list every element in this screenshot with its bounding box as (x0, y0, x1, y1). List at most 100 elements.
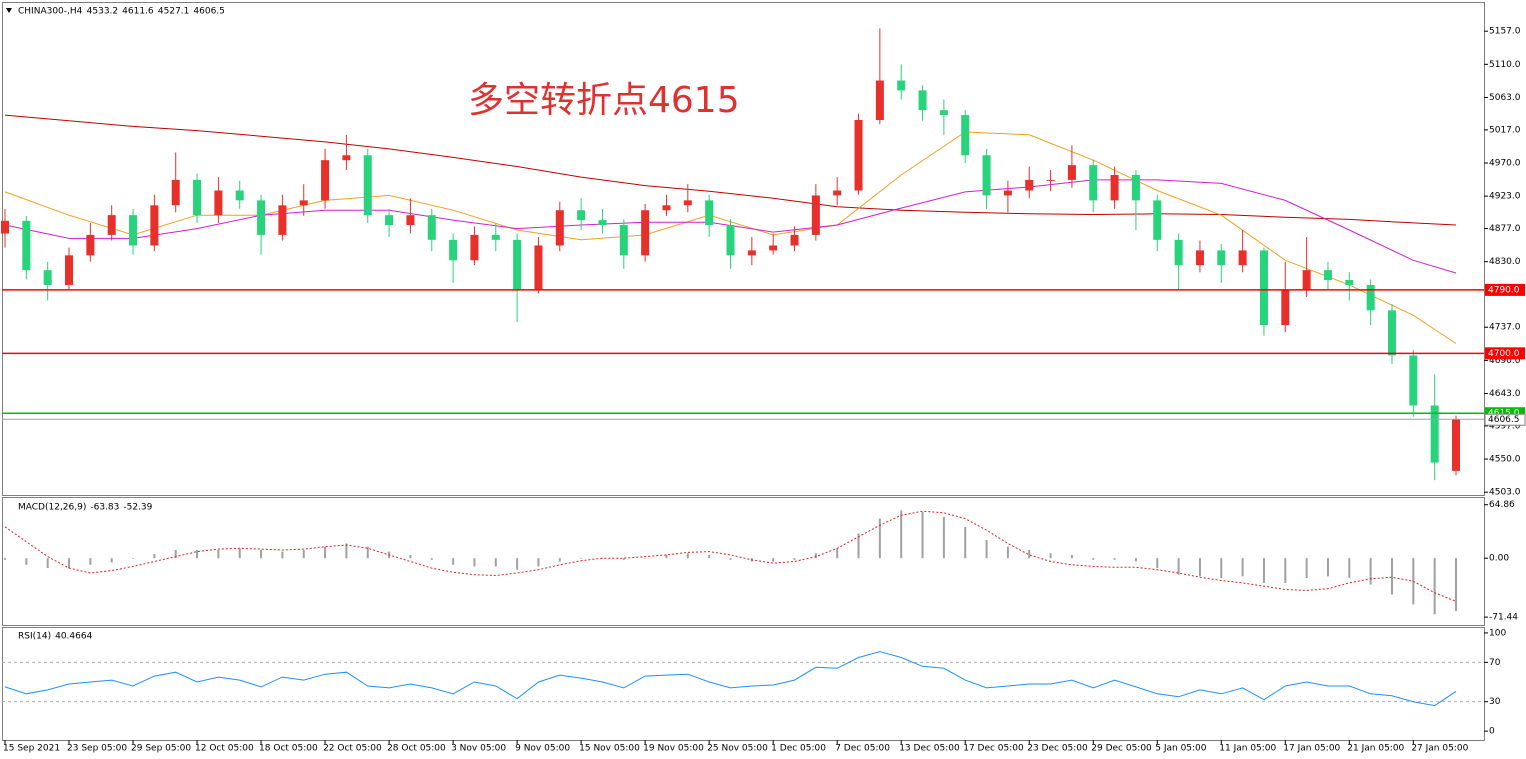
x-tick-label: 15 Sep 2021 (3, 744, 60, 754)
macd-bar (1369, 558, 1372, 585)
macd-bar (217, 549, 220, 559)
y-tick-label: 4503.0 (1489, 488, 1521, 498)
y-tick-label: 30 (1489, 697, 1501, 707)
macd-bar (46, 558, 49, 569)
macd-bar (1433, 558, 1436, 615)
macd-bar (1284, 558, 1287, 583)
candle-body (449, 239, 458, 261)
macd-bar (601, 558, 604, 559)
x-tick-label: 28 Oct 05:00 (387, 744, 446, 754)
macd-bar (729, 558, 732, 560)
y-tick-label: 4690.0 (1489, 356, 1521, 366)
macd-bar (1326, 558, 1329, 577)
x-tick-label: 17 Jan 05:00 (1283, 744, 1340, 754)
y-tick-label: 4970.0 (1489, 159, 1521, 169)
macd-bar (708, 554, 711, 559)
macd-bar (964, 526, 967, 559)
macd-bar (132, 558, 135, 559)
candle-body (1345, 280, 1354, 285)
candle-body (726, 225, 735, 256)
rsi-value: 40.4664 (55, 632, 92, 642)
candle-body (1302, 270, 1311, 290)
macd-bar (1241, 558, 1244, 577)
macd-bar (281, 551, 284, 559)
y-tick-label: 5157.0 (1489, 27, 1521, 37)
macd-bar (857, 533, 860, 559)
x-tick-label: 18 Oct 05:00 (259, 744, 318, 754)
y-tick-label: 4877.0 (1489, 224, 1521, 234)
x-tick-label: 22 Oct 05:00 (323, 744, 382, 754)
rsi-title: RSI(14) (18, 632, 51, 642)
macd-bar (409, 554, 412, 559)
candle-body (1259, 250, 1268, 326)
macd-bar (260, 549, 263, 559)
candle-body (491, 234, 500, 240)
candle-body (598, 220, 607, 226)
candle-body (1153, 200, 1162, 240)
symbol: CHINA300-,H4 (18, 7, 83, 17)
annotation: 多空转折点4615 (468, 80, 740, 121)
candle-body (363, 155, 372, 216)
x-tick-label: 21 Jan 05:00 (1347, 744, 1404, 754)
macd-bar (302, 549, 305, 559)
macd-bar (1262, 558, 1265, 583)
y-tick-label: 4597.0 (1489, 421, 1521, 431)
macd-bar (878, 518, 881, 559)
y-tick-label: 4550.0 (1489, 455, 1521, 465)
candle-body (1131, 174, 1140, 201)
macd-bar (985, 540, 988, 559)
candle-body (171, 179, 180, 206)
macd-bar (366, 546, 369, 559)
candle-body (385, 215, 394, 226)
macd-bar (174, 549, 177, 559)
macd-bar (1220, 558, 1223, 578)
last-price-label: 4606.5 (1488, 415, 1520, 425)
macd-bar (1305, 558, 1308, 578)
macd-bar (516, 558, 519, 570)
y-tick-label: 4923.0 (1489, 192, 1521, 202)
macd-bar (1348, 558, 1351, 578)
candle-body (1409, 355, 1418, 406)
macd-bar (900, 510, 903, 559)
candle-body (577, 210, 586, 221)
macd-bar (238, 548, 241, 559)
y-tick-label: 4643.0 (1489, 389, 1521, 399)
candle-body (150, 205, 159, 246)
candle-body (1217, 250, 1226, 266)
candle-body (1089, 165, 1098, 201)
x-tick-label: 19 Nov 05:00 (643, 744, 704, 754)
x-tick-label: 5 Jan 05:00 (1155, 744, 1207, 754)
candle-body (107, 215, 116, 235)
macd-bar (153, 554, 156, 559)
macd-bar (68, 558, 71, 569)
macd-bar (1113, 558, 1116, 560)
macd-bar (558, 558, 561, 562)
candle-body (65, 255, 74, 285)
macd-value: -63.83 (90, 503, 119, 513)
macd-bar (921, 512, 924, 559)
signal-value: -52.39 (123, 503, 152, 513)
y-tick-label: 5063.0 (1489, 93, 1521, 103)
macd-bar (1156, 558, 1159, 569)
y-tick-label: 0.00 (1489, 554, 1509, 564)
candle-body (747, 250, 756, 256)
macd-bar (345, 543, 348, 559)
macd-bar (452, 558, 455, 565)
candle-body (705, 200, 714, 226)
x-tick-label: 13 Dec 05:00 (899, 744, 960, 754)
rsi-line (4, 651, 1457, 707)
price-panel-frame (2, 2, 1485, 496)
macd-bar (1177, 558, 1180, 575)
y-tick-label: 4737.0 (1489, 323, 1521, 333)
candle-body (1174, 239, 1183, 266)
macd-bar (1092, 558, 1095, 560)
moving-average (4, 131, 1457, 344)
candle-body (662, 205, 671, 211)
candle-body (1452, 419, 1460, 471)
candle-body (1430, 405, 1439, 463)
menu-arrow (6, 8, 12, 13)
candle-body (1366, 284, 1375, 311)
macd-bar (110, 558, 113, 563)
x-tick-label: 3 Nov 05:00 (451, 744, 506, 754)
candle-body (22, 220, 31, 271)
